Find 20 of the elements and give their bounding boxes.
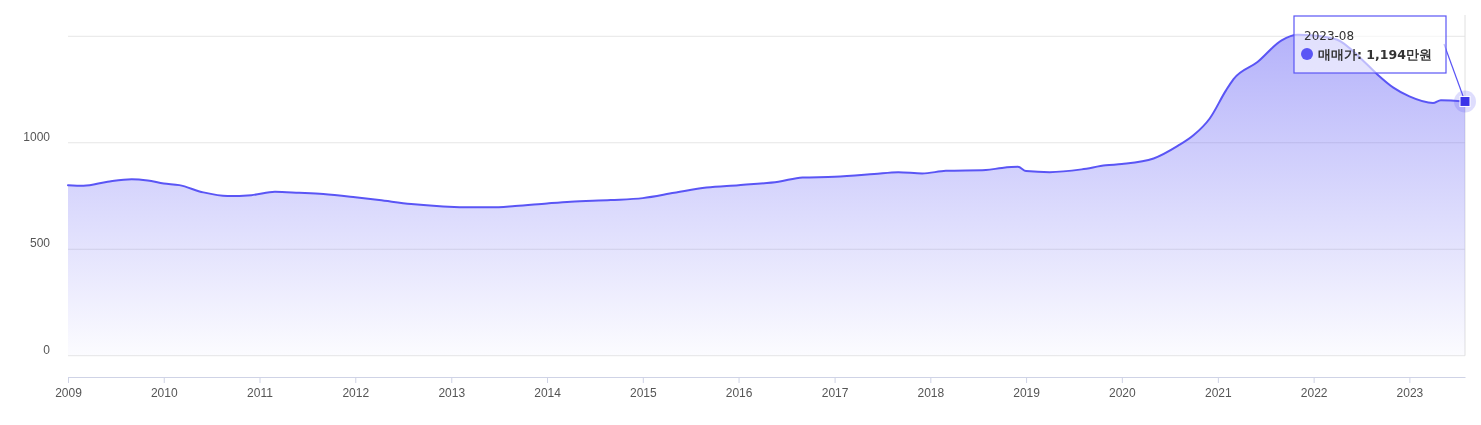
x-tick-label: 2013 [438, 385, 466, 400]
x-tick-label: 2020 [1109, 385, 1137, 400]
annotation: 매매가: 1,194만원 [1318, 47, 1432, 62]
y-tick-label: 500 [29, 236, 51, 251]
x-tick-label: 2018 [917, 385, 945, 400]
x-tick-label: 2021 [1205, 385, 1233, 400]
y-tick-label: 0 [43, 342, 51, 357]
x-tick-label: 2022 [1300, 385, 1328, 400]
x-tick-label: 2016 [725, 385, 753, 400]
x-tick-label: 2010 [150, 385, 178, 400]
annotation: 2023-08 [1304, 29, 1355, 43]
x-tick-label: 2019 [1013, 385, 1041, 400]
x-tick-label: 2009 [55, 385, 83, 400]
x-tick-label: 2015 [629, 385, 657, 400]
y-tick-label: 1000 [23, 129, 51, 144]
x-tick-label: 2017 [821, 385, 849, 400]
x-tick-label: 2012 [342, 385, 370, 400]
x-tick-label: 2011 [247, 385, 274, 400]
x-tick-label: 2014 [534, 385, 562, 400]
x-tick-label: 2023 [1396, 385, 1424, 400]
